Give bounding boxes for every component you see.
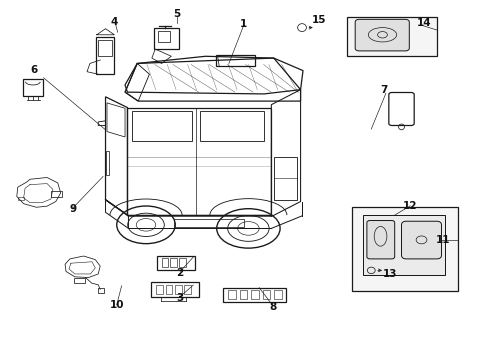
Text: 8: 8 (268, 302, 276, 312)
Bar (351, 207, 457, 291)
Text: 6: 6 (30, 64, 38, 75)
Text: 2: 2 (176, 268, 183, 278)
Text: 5: 5 (173, 9, 181, 19)
Text: 1: 1 (240, 19, 246, 29)
Bar (161, 258, 168, 267)
Bar (239, 290, 247, 299)
Bar (273, 290, 281, 299)
Text: 9: 9 (69, 204, 76, 214)
Bar (250, 290, 258, 299)
Bar (346, 17, 436, 55)
FancyBboxPatch shape (366, 221, 394, 259)
Bar (18, 197, 23, 200)
Text: 15: 15 (311, 15, 325, 26)
FancyBboxPatch shape (354, 19, 408, 51)
Text: 4: 4 (110, 17, 118, 27)
Text: 10: 10 (109, 300, 124, 310)
Bar (228, 290, 236, 299)
Bar (183, 285, 190, 294)
Bar (51, 191, 61, 197)
Bar (154, 28, 178, 49)
Text: 7: 7 (379, 85, 386, 95)
Text: 12: 12 (402, 201, 417, 211)
Bar (158, 31, 170, 42)
Bar (216, 55, 255, 66)
Text: 3: 3 (176, 293, 183, 303)
Bar (22, 79, 43, 96)
Bar (157, 256, 194, 270)
Bar (96, 37, 114, 74)
Bar (273, 157, 297, 200)
Text: 13: 13 (382, 269, 396, 279)
Bar (74, 278, 84, 283)
Text: 14: 14 (416, 18, 430, 28)
Bar (222, 288, 285, 302)
Bar (175, 285, 182, 294)
Bar (98, 40, 112, 56)
Bar (262, 290, 270, 299)
Bar (105, 151, 109, 175)
Bar (170, 258, 177, 267)
Text: 11: 11 (435, 235, 450, 245)
Bar (173, 219, 244, 226)
Bar (156, 285, 162, 294)
Bar (98, 288, 104, 293)
Bar (362, 215, 445, 275)
Bar (151, 282, 198, 297)
Bar (165, 285, 172, 294)
Bar (179, 258, 185, 267)
FancyBboxPatch shape (401, 221, 441, 259)
